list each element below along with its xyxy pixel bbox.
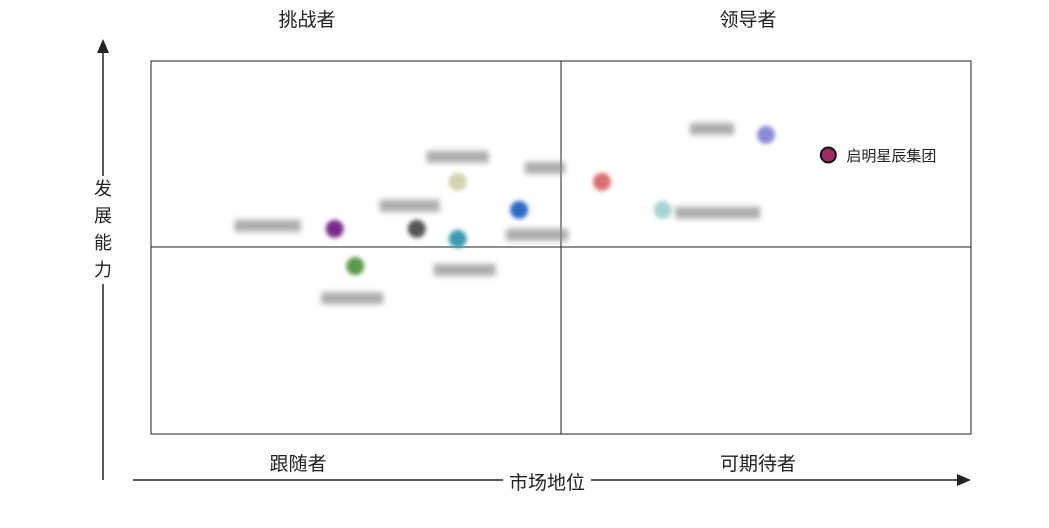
x-arrowhead	[957, 474, 971, 486]
data-point	[757, 125, 775, 144]
blurred-point-label	[321, 292, 384, 305]
quadrant-label-promising: 可期待者	[719, 453, 797, 475]
data-point	[653, 200, 672, 219]
y-arrowhead	[97, 39, 109, 53]
data-point	[819, 146, 837, 164]
x-axis-label: 市场地位	[503, 468, 592, 495]
data-point	[593, 172, 611, 191]
blurred-point-label	[426, 150, 489, 163]
blurred-point-label	[433, 263, 496, 276]
blurred-point-label	[379, 199, 440, 212]
blurred-point-label	[525, 161, 565, 174]
blurred-point-label	[234, 219, 301, 232]
y-axis-label: 发展能力	[93, 176, 113, 284]
quadrant-label-challengers: 挑战者	[278, 9, 336, 31]
data-point	[325, 219, 344, 238]
data-point-label: 启明星辰集团	[846, 147, 936, 165]
data-point	[448, 172, 467, 191]
blurred-point-label	[506, 228, 569, 241]
data-point	[510, 200, 529, 219]
data-point	[407, 219, 426, 238]
quadrant-label-leaders: 领导者	[719, 9, 777, 31]
quadrant-label-followers: 跟随者	[269, 453, 327, 475]
data-point	[346, 257, 365, 276]
blurred-point-label	[690, 122, 734, 135]
blurred-point-label	[675, 206, 761, 219]
data-point	[448, 229, 467, 248]
